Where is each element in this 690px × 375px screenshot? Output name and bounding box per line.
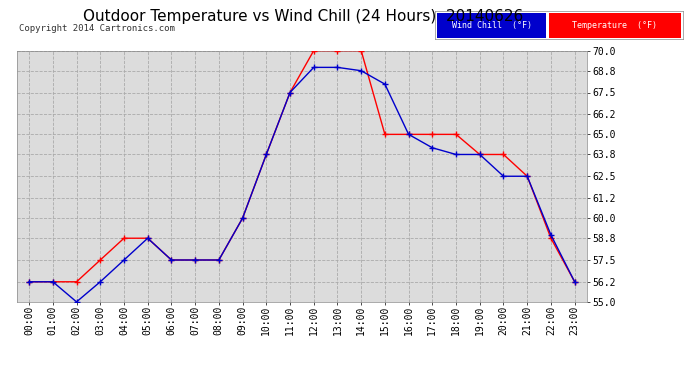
FancyBboxPatch shape xyxy=(549,13,680,38)
Text: Wind Chill  (°F): Wind Chill (°F) xyxy=(452,21,532,30)
Text: Temperature  (°F): Temperature (°F) xyxy=(572,21,658,30)
FancyBboxPatch shape xyxy=(437,13,546,38)
Text: Copyright 2014 Cartronics.com: Copyright 2014 Cartronics.com xyxy=(19,24,175,33)
Text: Outdoor Temperature vs Wind Chill (24 Hours)  20140626: Outdoor Temperature vs Wind Chill (24 Ho… xyxy=(83,9,524,24)
